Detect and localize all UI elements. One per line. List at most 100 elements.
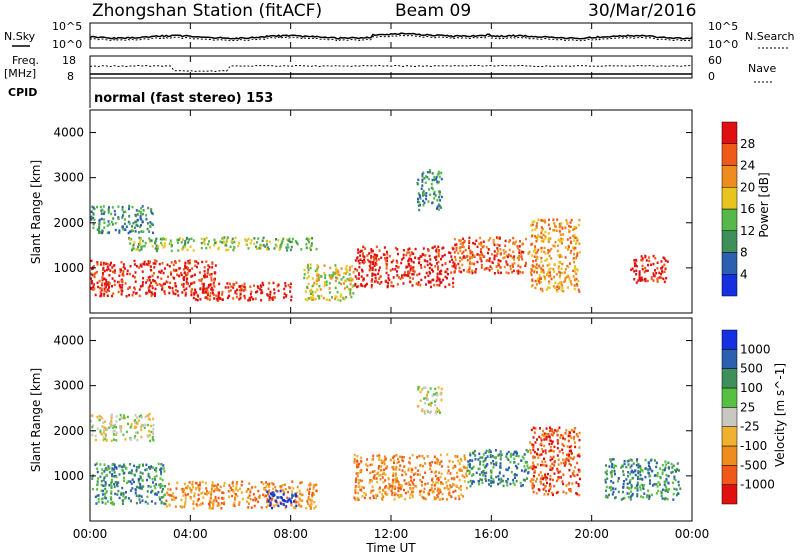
data-cell [96, 228, 99, 231]
data-cell [650, 263, 653, 266]
data-cell [382, 481, 385, 484]
data-cell [567, 245, 570, 248]
data-cell [463, 457, 466, 460]
data-cell [358, 462, 361, 466]
data-cell [249, 490, 252, 494]
data-cell [540, 250, 543, 253]
data-cell [510, 452, 513, 456]
data-cell [491, 261, 494, 265]
data-cell [362, 252, 364, 255]
data-cell [414, 256, 417, 259]
data-cell [550, 442, 553, 445]
data-cell [523, 470, 526, 473]
data-cell [564, 462, 567, 465]
data-cell [350, 295, 353, 299]
data-cell [361, 485, 364, 489]
data-cell [350, 280, 353, 283]
data-cell [145, 468, 148, 471]
data-cell [670, 471, 673, 474]
power-colorbar-swatch [721, 187, 738, 210]
data-cell [426, 409, 429, 412]
data-cell [199, 271, 201, 274]
data-cell [535, 283, 538, 286]
data-cell [323, 271, 326, 275]
data-cell [422, 194, 424, 197]
data-cell [523, 453, 526, 456]
data-cell [140, 414, 142, 417]
data-cell [313, 507, 316, 510]
data-cell [438, 172, 441, 175]
data-cell [266, 490, 269, 493]
data-cell [482, 473, 484, 477]
data-cell [391, 466, 394, 469]
data-cell [351, 265, 354, 268]
data-cell [307, 282, 310, 286]
data-cell [147, 435, 150, 438]
data-cell [476, 245, 479, 249]
data-cell [356, 465, 358, 469]
data-cell [542, 240, 545, 243]
data-cell [132, 245, 135, 248]
data-cell [339, 295, 342, 298]
data-cell [169, 239, 172, 242]
data-cell [170, 261, 173, 264]
data-cell [577, 483, 580, 486]
data-cell [200, 278, 203, 281]
data-cell [572, 457, 575, 461]
data-cell [256, 285, 259, 288]
data-cell [146, 423, 149, 427]
data-cell [106, 262, 109, 266]
data-cell [311, 495, 314, 498]
data-cell [254, 297, 257, 300]
data-cell [455, 484, 458, 487]
data-cell [312, 298, 315, 301]
data-cell [537, 456, 540, 459]
data-cell [458, 270, 461, 273]
data-cell [233, 498, 236, 501]
data-cell [635, 258, 638, 262]
data-cell [310, 504, 312, 507]
data-cell [545, 432, 548, 436]
data-cell [546, 273, 549, 276]
data-cell [535, 492, 538, 495]
data-cell [614, 496, 616, 500]
data-cell [572, 269, 575, 273]
data-cell [247, 299, 250, 302]
data-cell [466, 466, 468, 469]
data-cell [185, 282, 188, 285]
data-cell [512, 250, 515, 253]
data-cell [667, 474, 670, 478]
data-cell [359, 258, 362, 261]
data-cell [282, 237, 285, 240]
data-cell [531, 484, 534, 488]
data-cell [633, 278, 636, 281]
data-cell [551, 467, 554, 470]
data-cell [183, 271, 186, 274]
data-cell [146, 495, 149, 499]
data-cell [199, 298, 202, 301]
data-cell [262, 493, 265, 496]
data-cell [332, 271, 335, 274]
data-cell [425, 175, 427, 178]
data-cell [468, 239, 471, 243]
data-cell [558, 270, 561, 274]
data-cell [557, 282, 560, 286]
data-cell [129, 480, 132, 483]
data-cell [217, 496, 220, 500]
data-cell [651, 484, 654, 487]
data-cell [197, 484, 200, 487]
data-cell [573, 456, 576, 459]
data-cell [635, 265, 638, 268]
data-cell [368, 264, 371, 268]
data-cell [110, 496, 113, 499]
data-cell [177, 294, 180, 297]
data-cell [271, 298, 274, 301]
data-cell [398, 483, 401, 487]
data-cell [383, 471, 385, 474]
data-cell [221, 298, 224, 301]
data-cell [298, 489, 301, 493]
data-cell [140, 416, 143, 419]
data-cell [152, 212, 154, 216]
data-cell [567, 265, 570, 269]
data-cell [533, 475, 535, 478]
